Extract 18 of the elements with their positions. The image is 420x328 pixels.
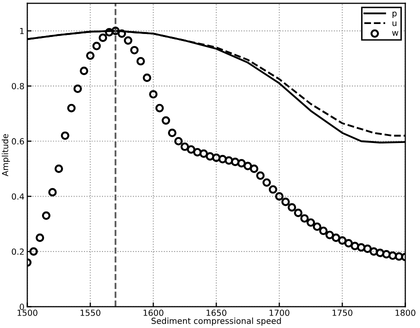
y-tick-label: 1 <box>20 28 24 34</box>
x-tick-label: 1500 <box>18 310 38 316</box>
y-tick-label: 0.8 <box>12 83 24 90</box>
x-axis-title: Sediment compressional speed <box>152 318 281 326</box>
x-tick-label: 1600 <box>144 310 164 316</box>
x-tick-label: 1650 <box>206 310 226 316</box>
y-tick-label: 0.6 <box>12 138 24 144</box>
y-tick-label: 0.2 <box>12 248 24 255</box>
legend-label: p <box>392 12 397 18</box>
x-tick-label: 1700 <box>270 310 290 316</box>
x-tick-label: 1550 <box>80 310 100 316</box>
y-tick-label: 0 <box>20 304 24 310</box>
x-tick-label: 1750 <box>332 310 352 316</box>
y-axis-title: Amplitude <box>2 134 10 176</box>
legend-label: w <box>392 31 398 36</box>
y-tick-label: 0.4 <box>12 193 24 200</box>
legend-label: u <box>392 21 396 26</box>
x-tick-label: 1800 <box>396 310 416 316</box>
